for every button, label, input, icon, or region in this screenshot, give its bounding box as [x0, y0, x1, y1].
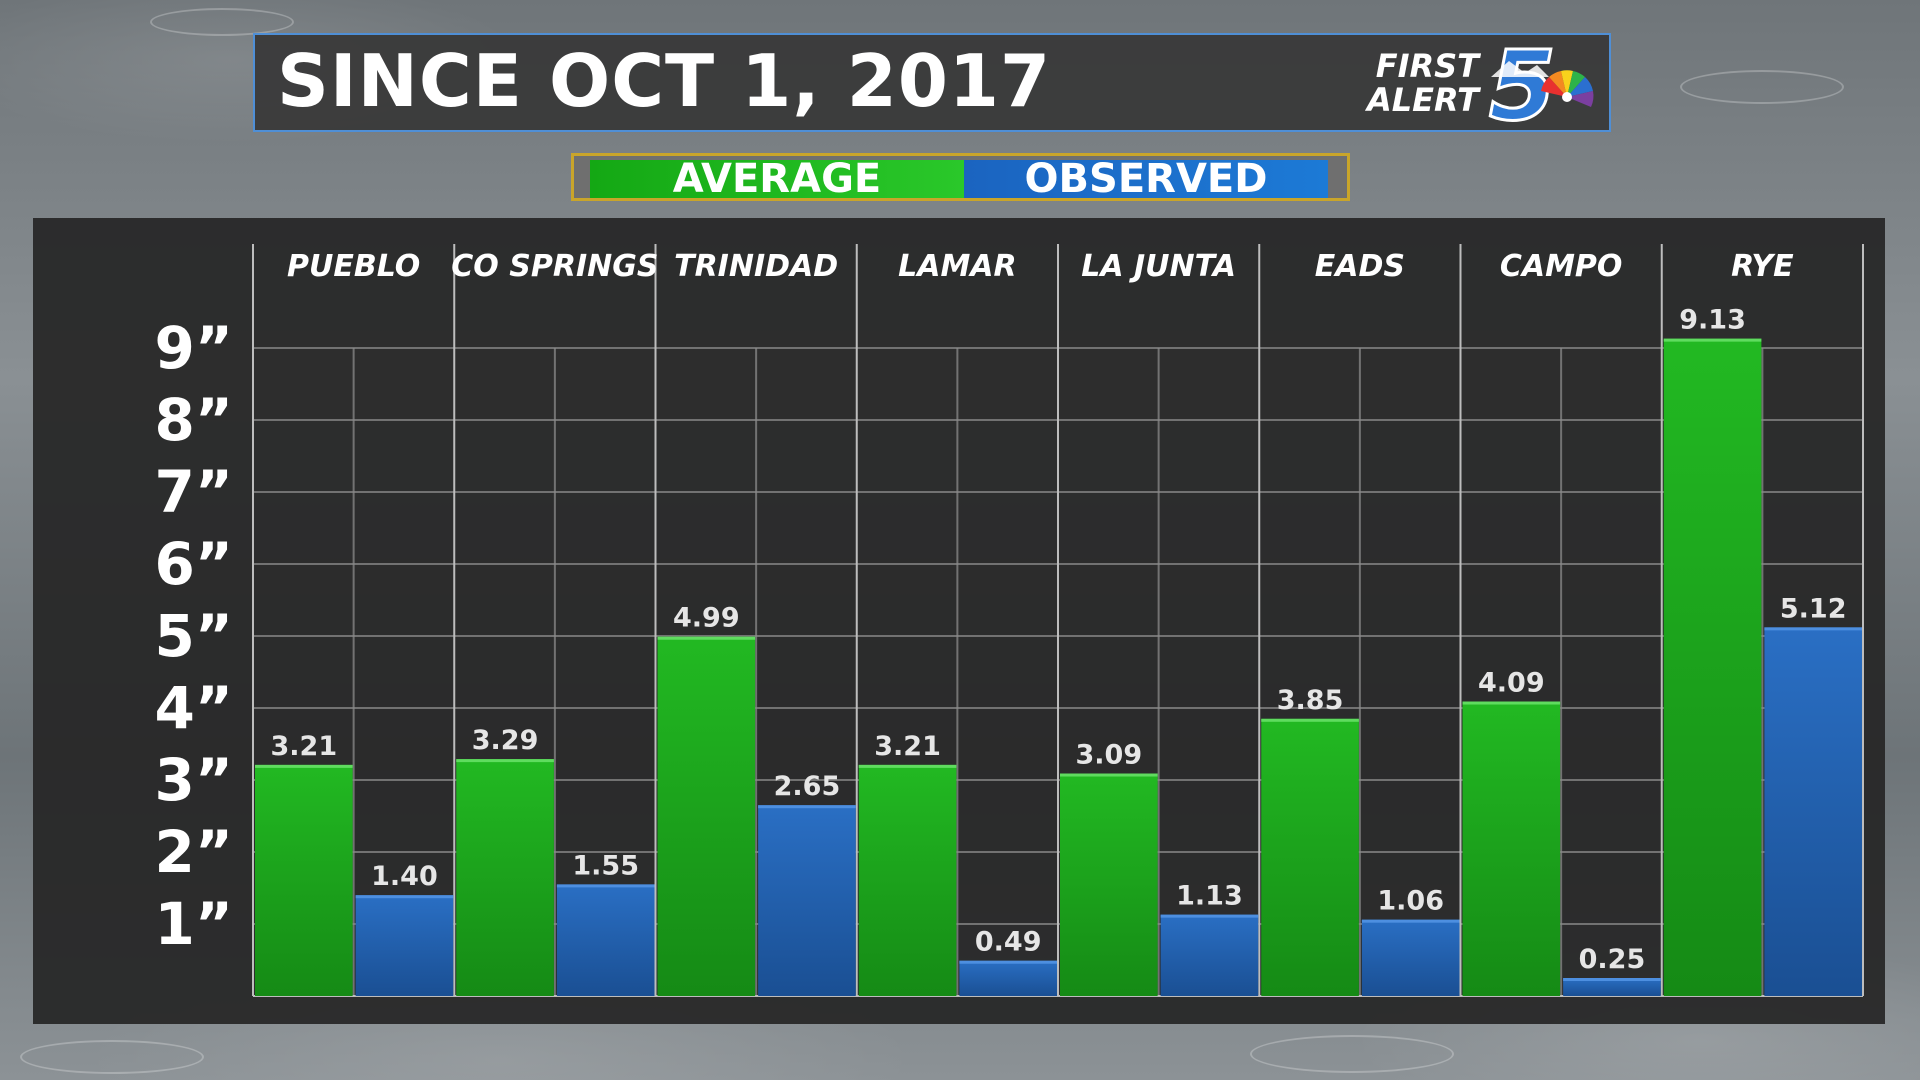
y-tick-label: 1”	[155, 890, 233, 958]
category-label: CAMPO	[1500, 249, 1623, 284]
data-label: 1.40	[371, 861, 438, 892]
y-tick-label: 9”	[155, 314, 233, 382]
bar-top-highlight	[858, 764, 957, 768]
data-label: 1.55	[572, 850, 639, 881]
y-tick-label: 4”	[155, 674, 233, 742]
category-label: TRINIDAD	[674, 249, 838, 284]
category-label: PUEBLO	[287, 249, 420, 284]
bar-average	[456, 759, 554, 996]
bar-chart: 1”2”3”4”5”6”7”8”9” PUEBLO 3.21 1.40 CO SPRIN…	[155, 244, 1864, 997]
rain-ripple	[1250, 1035, 1454, 1073]
data-label: 2.65	[774, 771, 841, 802]
data-label: 9.13	[1679, 305, 1746, 336]
data-label: 3.29	[472, 725, 539, 756]
bar-top-highlight	[959, 960, 1057, 964]
data-label: 4.99	[673, 603, 740, 634]
data-label: 3.21	[874, 731, 941, 762]
bar-observed	[1764, 627, 1862, 996]
bar-observed	[758, 805, 856, 996]
category-label: LAMAR	[898, 249, 1017, 284]
page-title: SINCE OCT 1, 2017	[277, 39, 1052, 123]
bar-top-highlight	[657, 636, 756, 640]
bar-average	[1060, 773, 1158, 996]
category-label: LA JUNTA	[1081, 249, 1236, 284]
nbc-peacock-icon: 5	[1488, 39, 1594, 129]
data-label: 0.25	[1579, 944, 1646, 975]
bar-top-highlight	[456, 759, 554, 763]
bar-observed	[959, 960, 1057, 996]
data-label: 3.21	[271, 731, 338, 762]
y-tick-label: 2”	[155, 818, 233, 886]
bar-average	[657, 636, 756, 996]
bar-top-highlight	[1462, 701, 1561, 705]
data-label: 4.09	[1478, 668, 1545, 699]
data-label: 0.49	[975, 927, 1042, 958]
chart-legend: AVERAGE OBSERVED	[571, 153, 1350, 201]
y-tick-label: 5”	[155, 602, 233, 670]
bar-top-highlight	[556, 884, 655, 888]
bar-average	[1261, 718, 1359, 996]
bar-top-highlight	[1261, 718, 1359, 722]
title-banner: SINCE OCT 1, 2017 FIRST ALERT 5	[253, 33, 1611, 132]
bar-top-highlight	[758, 805, 856, 809]
bar-observed	[1160, 914, 1259, 996]
bar-average	[255, 764, 353, 996]
legend-observed: OBSERVED	[964, 159, 1328, 199]
bar-top-highlight	[1160, 914, 1259, 918]
bar-top-highlight	[255, 764, 353, 768]
bar-top-highlight	[1764, 627, 1862, 631]
y-tick-label: 6”	[155, 530, 233, 598]
rain-ripple	[20, 1040, 204, 1074]
legend-average: AVERAGE	[590, 159, 964, 199]
rain-ripple	[1680, 70, 1844, 104]
category-label: EADS	[1315, 249, 1405, 284]
bar-observed	[556, 884, 655, 996]
bar-top-highlight	[1060, 773, 1158, 777]
data-label: 3.85	[1277, 685, 1344, 716]
bar-observed	[355, 895, 454, 996]
logo-line-first: FIRST	[1375, 47, 1479, 85]
data-label: 5.12	[1780, 593, 1847, 624]
bar-top-highlight	[1663, 338, 1762, 342]
data-label: 1.13	[1176, 881, 1243, 912]
category-label: RYE	[1731, 249, 1794, 284]
bar-observed	[1563, 978, 1661, 996]
bar-average	[1462, 701, 1561, 996]
bar-observed	[1361, 919, 1460, 996]
logo-line-alert: ALERT	[1366, 81, 1479, 119]
bar-top-highlight	[355, 895, 454, 899]
bar-average	[1663, 338, 1762, 996]
logo-wordmark: FIRST ALERT	[1341, 49, 1479, 117]
bar-top-highlight	[1361, 919, 1460, 923]
y-tick-label: 8”	[155, 386, 233, 454]
chart-panel: 1” 2” 3” 4” 5” 6” 7” 8” 9” PUEBLO 3.21 1.40 CO SPRIN…	[33, 218, 1885, 1024]
rain-ripple	[150, 8, 294, 36]
category-label: CO SPRINGS	[451, 249, 658, 284]
data-label: 3.09	[1076, 740, 1143, 771]
y-tick-label: 3”	[155, 746, 233, 814]
y-tick-label: 7”	[155, 458, 233, 526]
data-label: 1.06	[1377, 886, 1444, 917]
station-logo: FIRST ALERT 5	[1341, 39, 1601, 129]
bar-average	[858, 764, 957, 996]
bar-top-highlight	[1563, 978, 1661, 981]
